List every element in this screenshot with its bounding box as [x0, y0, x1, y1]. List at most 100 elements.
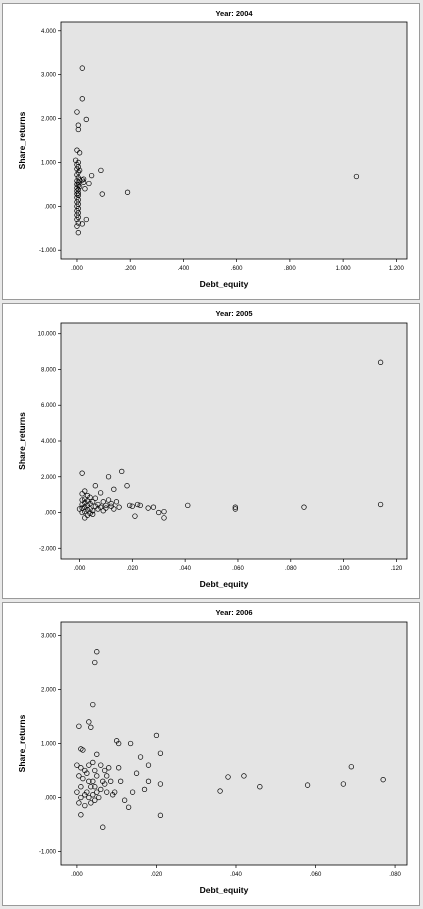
scatter-point: [161, 515, 167, 521]
scatter-point: [145, 505, 151, 511]
scatter-point: [84, 507, 91, 513]
chart-title: Year: 2006: [215, 608, 252, 617]
scatter-point: [78, 765, 84, 771]
scatter-point: [92, 784, 98, 790]
scatter-point: [124, 483, 130, 489]
scatter-point: [94, 773, 100, 779]
scatter-point: [102, 767, 108, 774]
chart-title: Year: 2004: [215, 9, 253, 18]
scatter-point: [76, 506, 83, 512]
scatter-point: [100, 499, 106, 505]
scatter-point: [86, 794, 92, 801]
scatter-point: [88, 784, 94, 790]
scatter-point: [156, 509, 162, 516]
scatter-point: [161, 508, 167, 515]
y-tick-label: -1.000: [39, 850, 57, 856]
x-tick-label: .100: [338, 566, 350, 572]
scatter-point: [377, 501, 384, 508]
scatter-point: [121, 797, 128, 803]
plot-area: [60, 322, 408, 560]
x-tick-label: 1.200: [389, 266, 405, 272]
y-tick-label: -2.000: [39, 546, 57, 552]
scatter-point: [87, 494, 93, 500]
x-tick-label: .020: [151, 872, 163, 878]
scatter-point: [87, 500, 93, 507]
scatter-point: [116, 740, 122, 747]
scatter-point: [84, 789, 90, 795]
x-axis-label: Debt_equity: [200, 579, 249, 589]
scatter-point: [82, 515, 88, 521]
x-tick-label: .200: [124, 266, 136, 272]
x-tick-label: .600: [231, 266, 243, 272]
x-tick-label: .800: [284, 266, 296, 272]
scatter-point: [225, 774, 231, 780]
scatter-point: [90, 778, 96, 784]
scatter-point: [99, 191, 105, 197]
scatter-point: [82, 508, 88, 515]
scatter-point: [74, 172, 80, 178]
y-tick-label: 2.000: [41, 475, 57, 481]
scatter-point: [98, 786, 104, 793]
scatter-point: [124, 189, 131, 195]
scatter-point: [145, 762, 152, 768]
scatter-point: [217, 788, 223, 794]
scatter-point: [105, 474, 112, 480]
y-tick-label: 2.000: [41, 688, 57, 694]
x-tick-label: .060: [310, 872, 322, 878]
scatter-point: [75, 126, 81, 133]
scatter-point: [145, 778, 152, 784]
scatter-point: [79, 501, 85, 508]
scatter-point: [301, 504, 307, 510]
y-axis-label: Share_returns: [17, 714, 27, 772]
y-tick-label: .000: [44, 511, 56, 517]
scatter-point: [84, 770, 90, 776]
scatter-point: [82, 488, 88, 494]
scatter-point: [348, 764, 354, 770]
scatter-point: [76, 723, 82, 729]
scatter-point: [118, 778, 124, 784]
scatter-point: [79, 470, 85, 476]
scatter-point: [92, 503, 98, 509]
scatter-point: [100, 508, 106, 514]
scatter-point: [82, 186, 88, 192]
scatter-point: [125, 804, 132, 810]
y-tick-label: 4.000: [41, 29, 57, 35]
scatter-point: [102, 781, 108, 787]
plot-area: [60, 21, 408, 260]
scatter-point: [141, 786, 148, 793]
scatter-point: [74, 762, 80, 768]
scatter-point: [80, 747, 86, 753]
scatter-point: [157, 781, 164, 787]
y-tick-label: .000: [44, 796, 56, 802]
scatter-point: [75, 230, 81, 236]
scatter-point: [96, 794, 102, 801]
scatter-point: [76, 167, 83, 173]
scatter-point: [80, 775, 86, 782]
x-tick-label: .000: [71, 266, 83, 272]
scatter-point: [92, 797, 98, 803]
y-tick-label: 10.000: [38, 332, 57, 338]
scatter-point: [79, 221, 85, 227]
scatter-point: [116, 765, 122, 771]
scatter-point: [127, 740, 134, 747]
scatter-point: [87, 510, 93, 517]
chart-panel-2005: Year: 2005 -2.000 .000 2.000 4.000 6.000 8.000…: [2, 303, 420, 599]
scatter-point: [78, 812, 84, 818]
scatter-point: [105, 497, 112, 503]
scatter-point: [380, 777, 386, 783]
scatter-point: [157, 812, 164, 818]
scatter-point: [108, 503, 114, 509]
x-tick-label: .000: [71, 872, 83, 878]
y-axis-label: Share_returns: [17, 111, 27, 169]
scatter-point: [90, 508, 96, 514]
plot-area: [60, 621, 408, 866]
scatter-point: [83, 116, 89, 123]
scatter-point: [150, 504, 157, 510]
y-tick-label: 3.000: [41, 73, 57, 79]
scatter-point: [86, 778, 92, 784]
scatter-point: [76, 183, 83, 190]
scatter-point: [116, 504, 122, 510]
scatter-point: [232, 506, 238, 512]
scatter-point: [74, 191, 80, 197]
